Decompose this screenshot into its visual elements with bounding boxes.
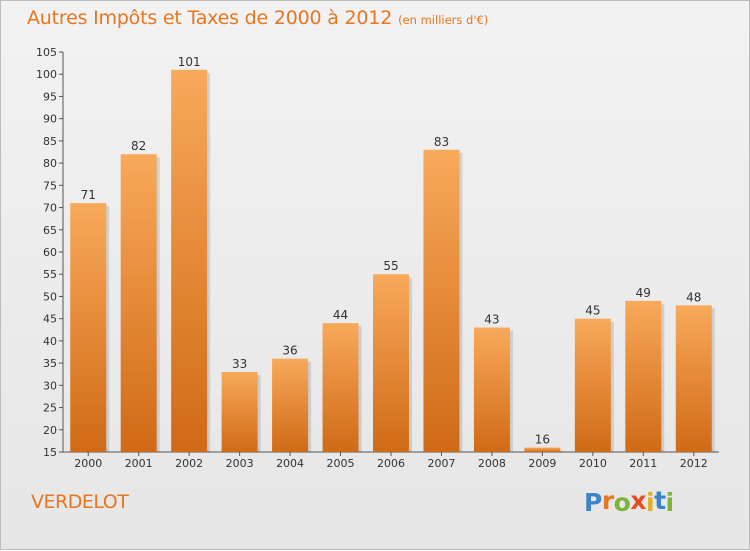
value-label-2011: 49: [636, 286, 651, 300]
logo-letter: t: [654, 486, 666, 515]
y-tick-label: 75: [43, 179, 57, 192]
value-label-2010: 45: [585, 304, 600, 318]
chart-title: Autres Impôts et Taxes de 2000 à 2012 (en…: [27, 7, 488, 29]
x-tick-label-2010: 2010: [579, 457, 607, 470]
bar-2001: [120, 154, 157, 452]
logo-letter: o: [613, 488, 631, 517]
x-tick-label-2011: 2011: [629, 457, 657, 470]
bar-2012: [675, 305, 712, 452]
bar-2000: [70, 203, 107, 452]
logo-letter: i: [665, 488, 675, 517]
logo-letter: i: [646, 488, 655, 517]
bar-2003: [221, 372, 258, 452]
y-tick-label: 85: [43, 135, 57, 148]
value-label-2007: 83: [434, 135, 449, 149]
y-tick-label: 80: [43, 157, 57, 170]
value-label-2001: 82: [131, 139, 146, 153]
bar-2004: [272, 358, 309, 452]
value-label-2005: 44: [333, 308, 348, 322]
x-tick-label-2002: 2002: [175, 457, 203, 470]
y-tick-label: 50: [43, 290, 57, 303]
chart-title-text: Autres Impôts et Taxes de 2000 à 2012: [27, 7, 393, 29]
y-tick-label: 90: [43, 113, 57, 126]
place-name: VERDELOT: [31, 491, 129, 513]
proxiti-logo: Proxiti: [584, 486, 675, 517]
value-label-2004: 36: [282, 344, 297, 358]
value-label-2008: 43: [484, 313, 499, 327]
y-tick-label: 20: [43, 424, 57, 437]
y-tick-label: 95: [43, 90, 57, 103]
x-tick-label-2009: 2009: [528, 457, 556, 470]
value-label-2000: 71: [81, 188, 96, 202]
y-tick-label: 25: [43, 402, 57, 415]
bar-2008: [473, 327, 510, 452]
x-tick-label-2001: 2001: [125, 457, 153, 470]
bar-2002: [171, 69, 208, 453]
bar-2009: [524, 447, 561, 452]
y-tick-label: 45: [43, 313, 57, 326]
data-labels: 71 82 101 33 36 44 55 83 43 16 45 49 48: [81, 55, 702, 447]
x-tick-label-2012: 2012: [680, 457, 708, 470]
y-tick-label: 70: [43, 202, 57, 215]
y-tick-label: 105: [36, 46, 57, 59]
y-tick-label: 30: [43, 379, 57, 392]
value-label-2009: 16: [535, 433, 550, 447]
value-label-2006: 55: [383, 259, 398, 273]
y-tick-label: 40: [43, 335, 57, 348]
y-tick-label: 100: [36, 68, 57, 81]
y-tick-label: 15: [43, 446, 57, 459]
y-tick-label: 35: [43, 357, 57, 370]
x-tick-label-2003: 2003: [226, 457, 254, 470]
bar-2010: [574, 318, 611, 452]
bar-2006: [373, 274, 409, 452]
x-tick-label-2004: 2004: [276, 457, 304, 470]
bars: [70, 69, 715, 453]
y-tick-label: 55: [43, 268, 57, 281]
bar-2011: [625, 300, 662, 452]
x-tick-label-2008: 2008: [478, 457, 506, 470]
value-label-2002: 101: [178, 55, 201, 69]
x-tick-label-2007: 2007: [427, 457, 455, 470]
y-tick-label: 60: [43, 246, 57, 259]
y-tick-label: 65: [43, 224, 57, 237]
logo-letter: x: [630, 486, 646, 515]
x-tick-label-2000: 2000: [74, 457, 102, 470]
bar-2007: [423, 149, 460, 452]
value-label-2012: 48: [686, 290, 701, 304]
logo-letter: P: [584, 488, 602, 517]
chart-subtitle: (en milliers d'€): [398, 13, 489, 27]
x-tick-label-2005: 2005: [327, 457, 355, 470]
x-tick-label-2006: 2006: [377, 457, 405, 470]
bar-2005: [322, 323, 359, 452]
logo-letter: r: [601, 486, 614, 515]
value-label-2003: 33: [232, 357, 247, 371]
